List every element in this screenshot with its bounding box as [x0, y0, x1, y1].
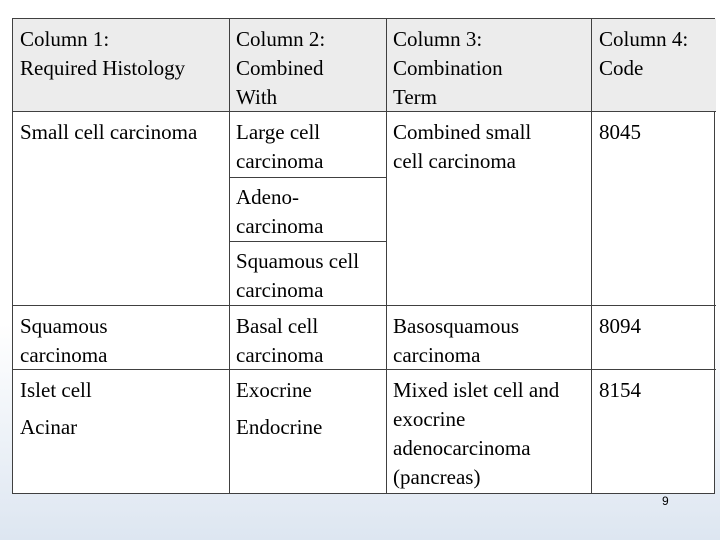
required-histology-cell: Small cell carcinoma — [20, 120, 198, 144]
combined-with-cell: Adeno- carcinoma — [236, 185, 324, 238]
code-cell: 8154 — [599, 378, 641, 402]
required-histology-cell: Squamous carcinoma — [20, 314, 108, 367]
header-column-1: Column 1: Required Histology — [13, 19, 229, 111]
histology-combination-table: Column 1: Required Histology Column 2: C… — [12, 18, 716, 494]
combination-term-cell: Combined small cell carcinoma — [393, 120, 532, 173]
combined-with-cell: Squamous cell carcinoma — [236, 249, 360, 302]
combined-with-cell: Endocrine — [236, 415, 323, 439]
combination-term-cell: Basosquamous carcinoma — [393, 314, 519, 367]
code-cell: 8045 — [599, 120, 641, 144]
row-divider — [13, 305, 716, 306]
combined-with-cell: Basal cell carcinoma — [236, 314, 324, 367]
code-cell: 8094 — [599, 314, 641, 338]
combined-with-cell: Large cell carcinoma — [236, 120, 324, 173]
column-divider — [229, 19, 230, 493]
header-column-3: Column 3: Combination Term — [386, 19, 591, 111]
page-number: 9 — [662, 494, 669, 508]
combination-term-cell: Mixed islet cell and exocrine adenocarci… — [393, 378, 560, 489]
row-divider — [13, 111, 716, 112]
required-histology-cell: Acinar — [20, 415, 78, 439]
row-divider — [229, 177, 386, 178]
header-column-4: Column 4: Code — [591, 19, 716, 111]
column-divider — [386, 19, 387, 493]
header-column-2: Column 2: Combined With — [229, 19, 386, 111]
required-histology-cell: Islet cell — [20, 378, 92, 402]
row-divider — [229, 241, 386, 242]
combined-with-cell: Exocrine — [236, 378, 312, 402]
row-divider — [13, 369, 716, 370]
column-divider — [591, 19, 592, 493]
